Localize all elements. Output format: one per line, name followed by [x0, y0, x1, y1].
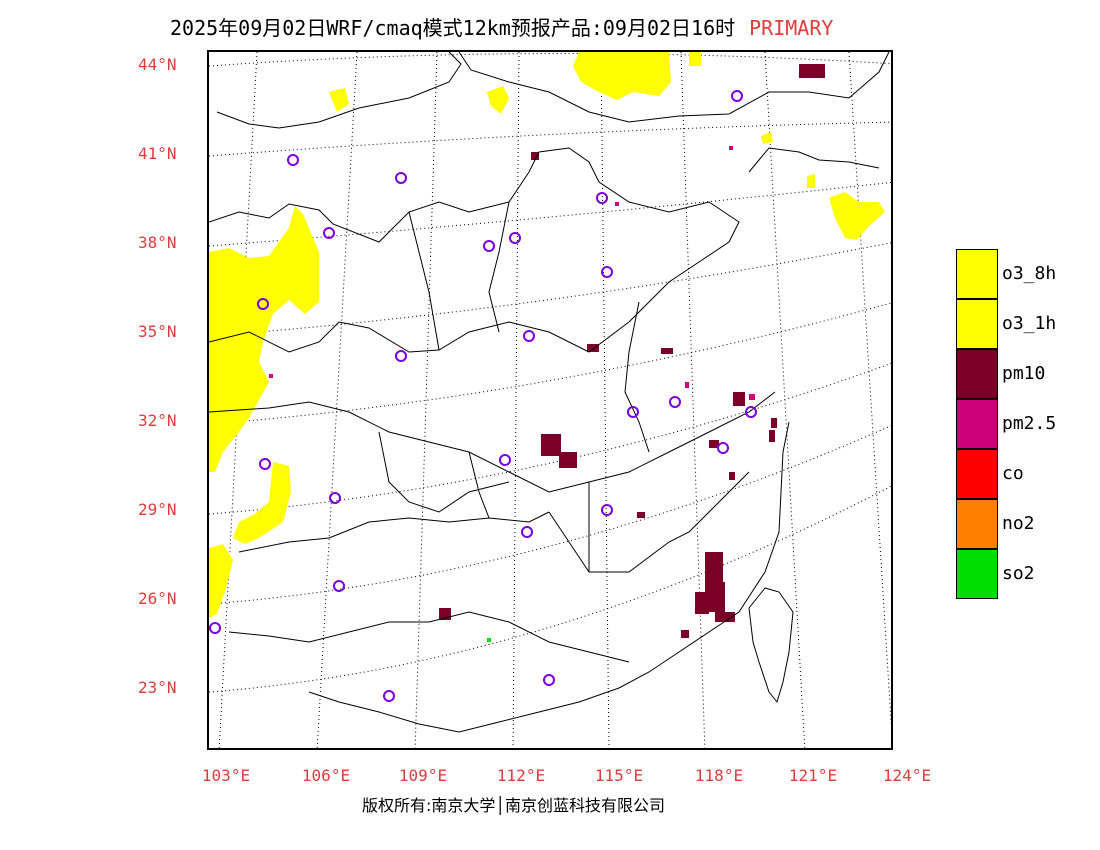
lat-label-44: 44°N: [138, 55, 177, 74]
lon-label-106: 106°E: [301, 766, 351, 785]
lon-label-115: 115°E: [594, 766, 644, 785]
legend-label-o3-8h: o3_8h: [1002, 263, 1057, 284]
lon-label-121: 121°E: [788, 766, 838, 785]
legend-swatch-o3-1h: [956, 299, 998, 349]
legend-item-co: co: [956, 449, 1076, 499]
city-markers: [209, 90, 757, 702]
map-panel[interactable]: [207, 50, 893, 750]
legend-label-no2: no2: [1002, 513, 1035, 534]
legend-item-pm10: pm10: [956, 349, 1076, 399]
legend-swatch-pm10: [956, 349, 998, 399]
lat-label-29: 29°N: [138, 500, 177, 519]
legend-label-pm25: pm2.5: [1002, 413, 1057, 434]
lat-label-38: 38°N: [138, 233, 177, 252]
legend-label-so2: so2: [1002, 563, 1035, 584]
lat-label-26: 26°N: [138, 589, 177, 608]
lat-label-32: 32°N: [138, 411, 177, 430]
pm10-regions: [439, 64, 825, 638]
o3-regions: [209, 52, 885, 618]
legend-label-pm10: pm10: [1002, 363, 1046, 384]
lat-label-35: 35°N: [138, 322, 177, 341]
legend-item-o3-8h: o3_8h: [956, 249, 1076, 299]
legend-swatch-co: [956, 449, 998, 499]
legend-label-co: co: [1002, 463, 1024, 484]
legend-swatch-pm25: [956, 399, 998, 449]
primary-tag: PRIMARY: [749, 16, 834, 40]
pm25-regions: [269, 146, 755, 400]
legend-swatch-o3-8h: [956, 249, 998, 299]
map-canvas: [209, 52, 891, 748]
legend-swatch-no2: [956, 499, 998, 549]
title-text: 2025年09月02日WRF/cmaq模式12km预报产品:09月02日16时: [170, 16, 736, 40]
lon-label-112: 112°E: [496, 766, 546, 785]
legend-item-so2: so2: [956, 549, 1076, 599]
pollutant-legend: o3_8h o3_1h pm10 pm2.5 co no2 so2: [956, 249, 1076, 599]
copyright-footer: 版权所有:南京大学│南京创蓝科技有限公司: [362, 796, 666, 815]
lat-label-23: 23°N: [138, 678, 177, 697]
legend-label-o3-1h: o3_1h: [1002, 313, 1057, 334]
legend-item-o3-1h: o3_1h: [956, 299, 1076, 349]
latitude-gridlines: [209, 52, 891, 693]
lat-label-41: 41°N: [138, 144, 177, 163]
longitude-gridlines: [218, 52, 891, 748]
so2-region: [487, 638, 491, 642]
lon-label-103: 103°E: [201, 766, 251, 785]
legend-item-pm25: pm2.5: [956, 399, 1076, 449]
map-title: 2025年09月02日WRF/cmaq模式12km预报产品:09月02日16时 P…: [170, 12, 833, 41]
lon-label-124: 124°E: [882, 766, 932, 785]
boundaries: [209, 52, 890, 733]
legend-swatch-so2: [956, 549, 998, 599]
legend-item-no2: no2: [956, 499, 1076, 549]
lon-label-118: 118°E: [694, 766, 744, 785]
lon-label-109: 109°E: [398, 766, 448, 785]
